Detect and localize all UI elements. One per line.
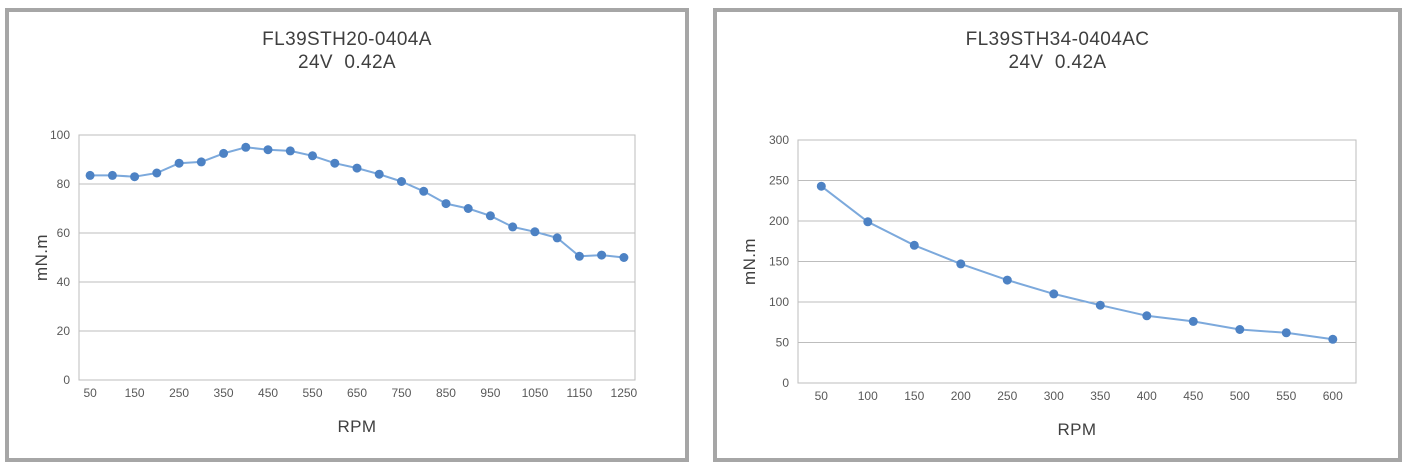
- data-point-marker: [219, 148, 229, 158]
- series-line: [820, 185, 1334, 341]
- x-tick-label: 350: [214, 386, 234, 400]
- data-point-marker: [1142, 311, 1152, 321]
- x-tick-label: 550: [303, 386, 323, 400]
- data-point-marker: [308, 151, 317, 161]
- chart-subtitle: 24V 0.42A: [1008, 52, 1107, 73]
- data-point-marker: [263, 145, 273, 155]
- data-point-marker: [816, 181, 826, 191]
- x-tick-label: 350: [1090, 389, 1110, 403]
- x-tick-label: 250: [997, 389, 1017, 403]
- x-tick-label: 600: [1323, 389, 1343, 403]
- x-tick-label: 400: [1137, 389, 1157, 403]
- data-point-marker: [152, 168, 162, 178]
- x-axis-title: RPM: [1058, 420, 1097, 439]
- data-point-marker: [508, 222, 518, 232]
- chart-panel-fl39sth20: FL39STH20-0404A 24V 0.42A 0 20 40 60 80 100 50…: [5, 8, 689, 462]
- data-point-marker: [863, 217, 873, 227]
- x-tick-label: 450: [1183, 389, 1203, 403]
- x-tick-label: 50: [83, 386, 97, 400]
- y-tick-label: 100: [50, 128, 70, 142]
- data-point-marker: [956, 259, 966, 269]
- data-point-marker: [463, 204, 473, 213]
- chart-title: FL39STH20-0404A: [262, 29, 432, 50]
- x-tick-label: 1150: [566, 386, 592, 400]
- data-point-marker: [1049, 289, 1059, 299]
- x-tick-label: 450: [258, 386, 278, 400]
- data-point-marker: [1002, 275, 1012, 285]
- x-tick-label: 250: [169, 386, 189, 400]
- chart-subtitle: 24V 0.42A: [297, 52, 397, 73]
- x-axis-title: RPM: [338, 417, 377, 436]
- data-point-marker: [1188, 316, 1198, 326]
- x-tick-label: 750: [391, 386, 411, 400]
- chart-title: FL39STH34-0404AC: [965, 29, 1150, 50]
- y-tick-label: 300: [769, 133, 789, 147]
- y-tick-label: 40: [57, 275, 71, 289]
- data-point-marker: [107, 170, 117, 180]
- x-tick-label: 150: [125, 386, 145, 400]
- data-point-marker: [397, 177, 406, 186]
- plot-area-left-chart: 0 20 40 60 80 100 50 150 250 350 450 550 650 750 850 95…: [32, 128, 638, 436]
- data-point-marker: [1095, 300, 1105, 310]
- x-tick-label: 100: [858, 389, 878, 403]
- y-tick-label: 50: [776, 336, 790, 350]
- chart-title-block: FL39STH34-0404AC 24V 0.42A: [717, 28, 1398, 74]
- data-point-marker: [909, 240, 919, 250]
- y-tick-label: 100: [769, 295, 789, 309]
- y-tick-label: 250: [769, 174, 789, 188]
- y-tick-label: 20: [57, 324, 71, 338]
- chart-panel-fl39sth34: FL39STH34-0404AC 24V 0.42A 0 50 100 150 200 2…: [713, 8, 1402, 462]
- data-point-marker: [574, 251, 584, 261]
- data-point-marker: [1281, 328, 1291, 338]
- x-tick-label: 150: [904, 389, 924, 403]
- data-point-marker: [85, 170, 95, 180]
- x-tick-label: 300: [1044, 389, 1064, 403]
- chart-title-block: FL39STH20-0404A 24V 0.42A: [9, 28, 685, 74]
- x-tick-label: 850: [436, 386, 456, 400]
- data-point-marker: [330, 158, 340, 168]
- y-tick-label: 150: [769, 255, 789, 269]
- x-tick-label: 950: [480, 386, 500, 400]
- y-tick-label: 60: [57, 226, 71, 240]
- y-tick-label: 200: [769, 214, 789, 228]
- data-point-marker: [419, 186, 429, 196]
- x-tick-label: 1250: [611, 386, 638, 400]
- data-point-marker: [441, 199, 451, 209]
- data-point-marker: [530, 227, 540, 237]
- data-point-marker: [241, 142, 251, 152]
- y-axis-title: mN.m: [32, 234, 51, 281]
- data-point-marker: [1235, 325, 1245, 334]
- data-point-marker: [285, 146, 295, 156]
- x-tick-label: 1050: [522, 386, 549, 400]
- y-tick-label: 80: [57, 177, 71, 191]
- data-point-marker: [130, 172, 140, 182]
- x-tick-label: 550: [1276, 389, 1296, 403]
- y-axis-title: mN.m: [740, 238, 759, 285]
- x-tick-label: 200: [951, 389, 971, 403]
- plot-border: [78, 134, 636, 381]
- y-tick-label: 0: [63, 373, 70, 387]
- data-point-marker: [597, 250, 607, 260]
- data-point-marker: [552, 233, 562, 243]
- data-point-marker: [374, 169, 384, 179]
- data-point-marker: [485, 211, 495, 221]
- data-point-marker: [196, 157, 206, 167]
- x-tick-label: 500: [1230, 389, 1250, 403]
- data-point-marker: [174, 158, 184, 168]
- x-tick-label: 650: [347, 386, 367, 400]
- data-point-marker: [1328, 334, 1338, 344]
- x-tick-label: 50: [815, 389, 829, 403]
- plot-area-right-chart: 0 50 100 150 200 250 300 50 100 150 200 250 300 350 40…: [740, 133, 1357, 439]
- y-tick-label: 0: [782, 376, 789, 390]
- plot-border: [797, 139, 1357, 384]
- data-point-marker: [619, 253, 629, 262]
- data-point-marker: [352, 163, 362, 173]
